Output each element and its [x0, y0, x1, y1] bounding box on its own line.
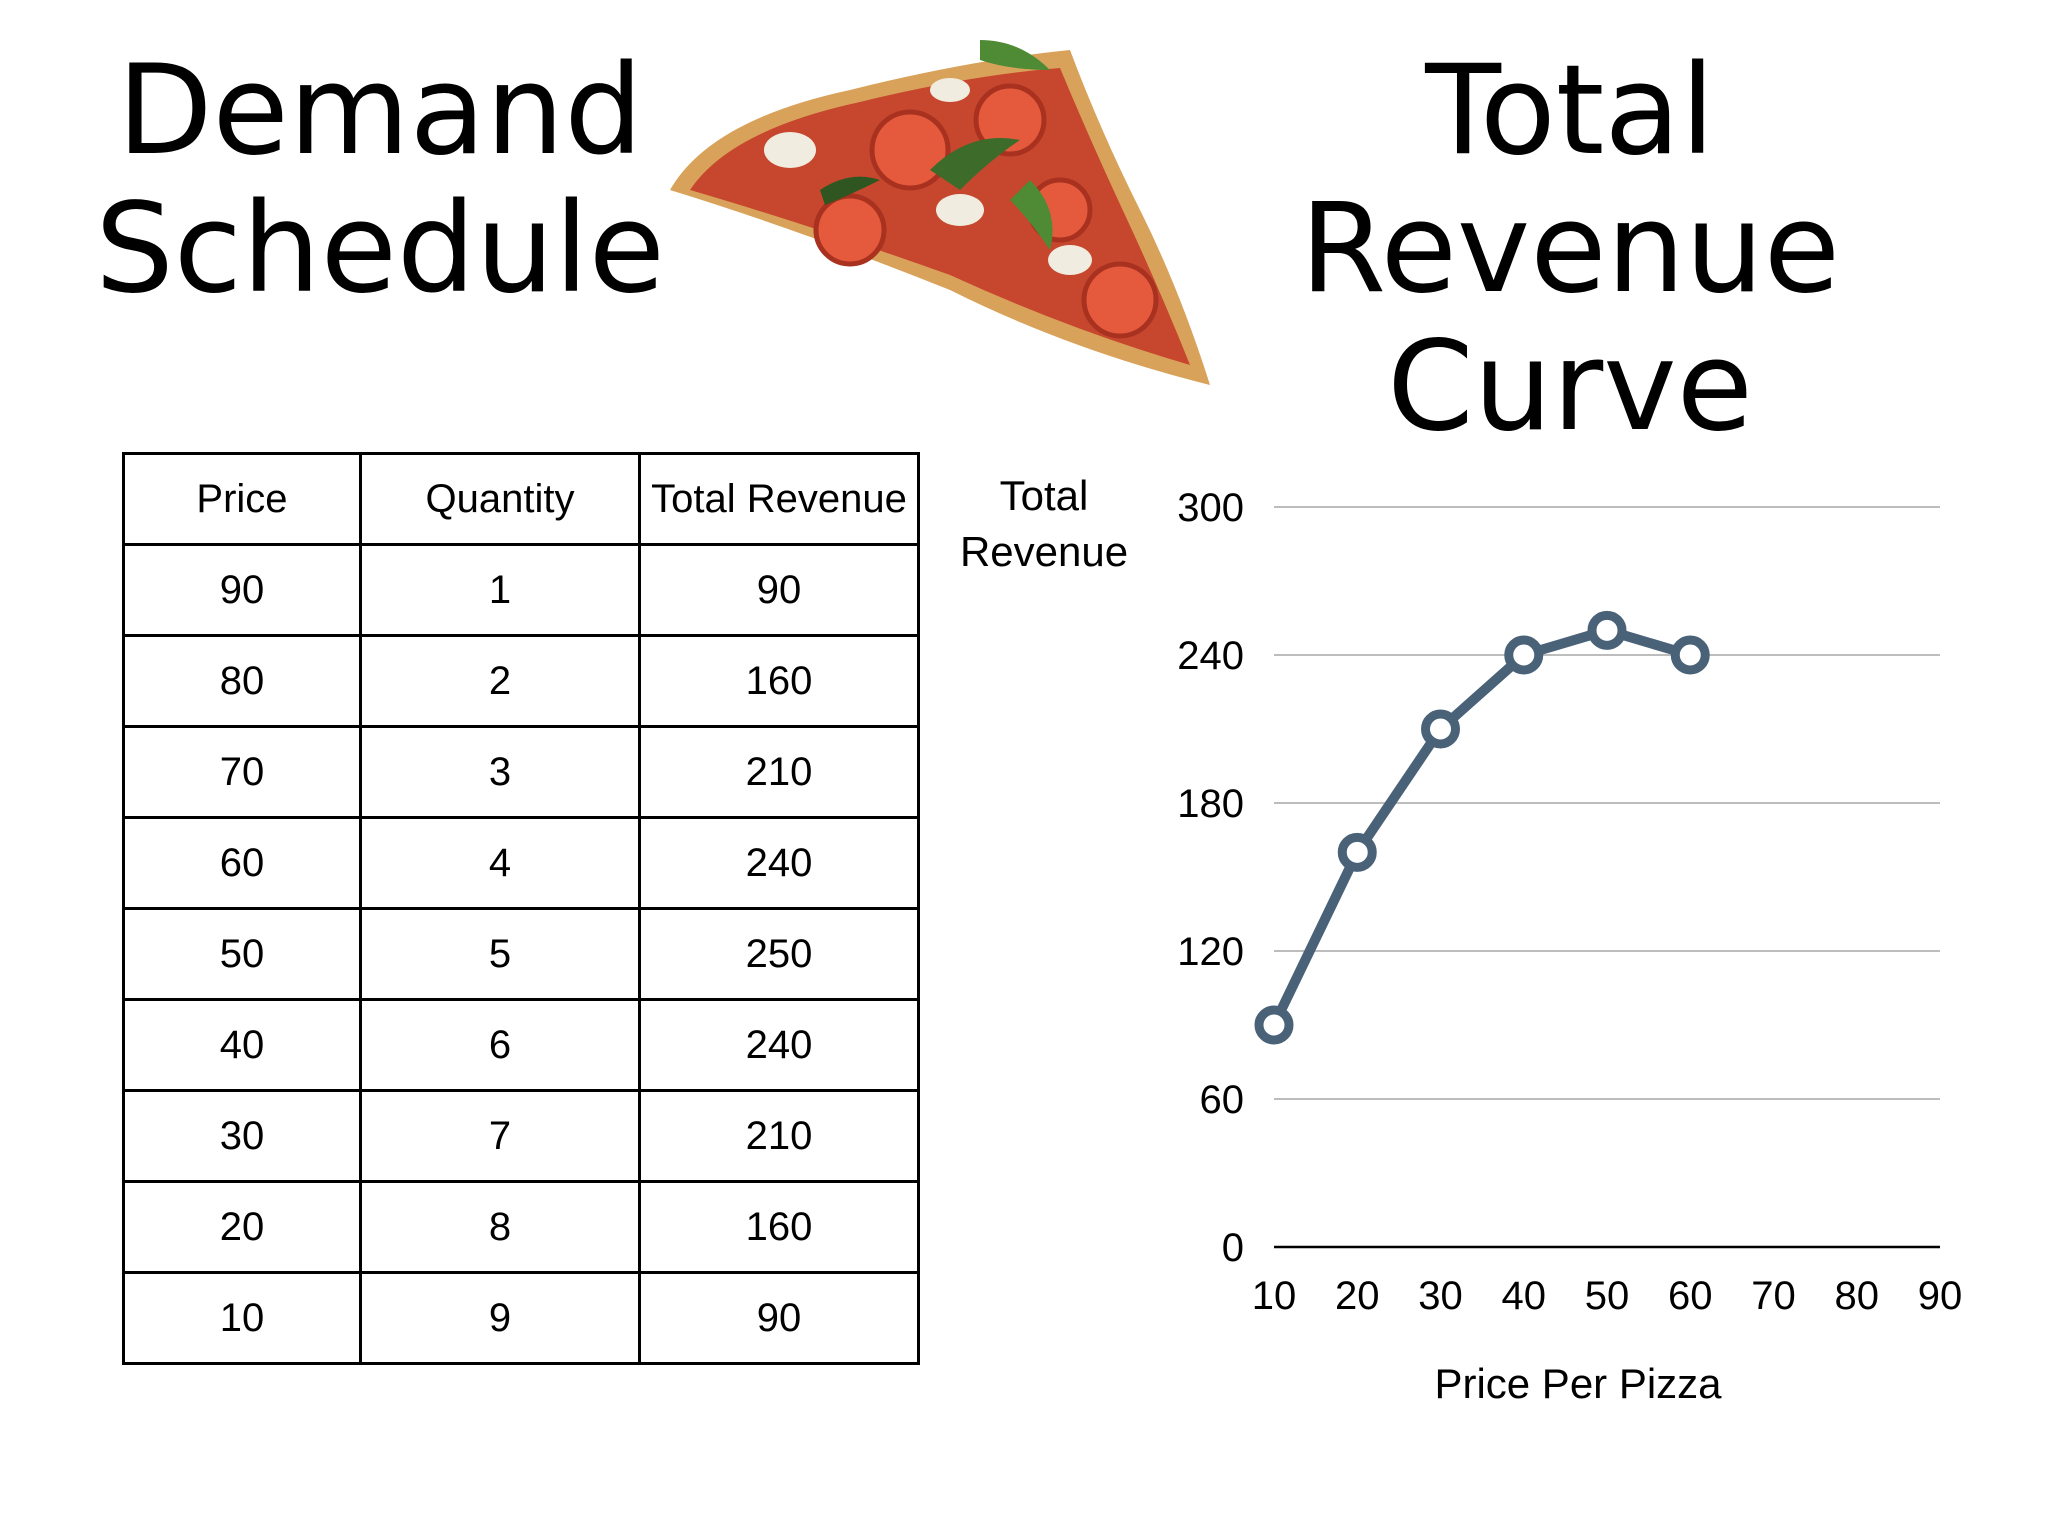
- revenue-series-points: [1254, 610, 1710, 1045]
- x-tick-label: 50: [1585, 1274, 1630, 1318]
- cell-quantity: 8: [359, 1180, 641, 1274]
- cell-quantity: 3: [359, 725, 641, 819]
- data-point: [1587, 610, 1627, 650]
- table-row: 90 1 90: [122, 543, 920, 637]
- cell-revenue: 210: [638, 725, 920, 819]
- table-row: 20 8 160: [122, 1180, 920, 1274]
- cell-revenue: 90: [638, 543, 920, 637]
- cell-price: 20: [122, 1180, 362, 1274]
- total-revenue-chart: Total Revenue 0 60 120 180 240 300 10 20 30 40 50…: [960, 472, 1963, 1407]
- x-axis-label: Price Per Pizza: [1434, 1360, 1722, 1407]
- title-right-line1: Total Revenue: [1299, 39, 1841, 321]
- data-point: [1504, 635, 1544, 675]
- cell-revenue: 160: [638, 1180, 920, 1274]
- x-tick-label: 80: [1835, 1274, 1880, 1318]
- y-axis-label-line2: Revenue: [960, 528, 1128, 575]
- y-tick-label: 300: [1177, 486, 1244, 530]
- grid-lines: [1274, 506, 1940, 1249]
- x-tick-label: 70: [1751, 1274, 1796, 1318]
- y-tick-label: 60: [1200, 1078, 1245, 1122]
- demand-schedule-title: Demand Schedule: [60, 42, 700, 318]
- x-tick-label: 10: [1252, 1274, 1297, 1318]
- y-tick-label: 180: [1177, 782, 1244, 826]
- cell-quantity: 5: [359, 907, 641, 1001]
- cell-price: 80: [122, 634, 362, 728]
- cell-price: 10: [122, 1271, 362, 1365]
- data-point: [1337, 832, 1377, 872]
- y-axis-label-line1: Total: [1000, 472, 1089, 519]
- cell-price: 90: [122, 543, 362, 637]
- cell-price: 30: [122, 1089, 362, 1183]
- cell-quantity: 1: [359, 543, 641, 637]
- table-row: 40 6 240: [122, 998, 920, 1092]
- revenue-curve-title: Total Revenue Curve: [1160, 42, 1980, 456]
- data-point: [1254, 1005, 1294, 1045]
- x-tick-label: 60: [1668, 1274, 1713, 1318]
- data-point: [1421, 709, 1460, 749]
- table-row: 80 2 160: [122, 634, 920, 728]
- cell-quantity: 6: [359, 998, 641, 1092]
- table-row: 50 5 250: [122, 907, 920, 1001]
- demand-schedule-table: Price Quantity Total Revenue 90 1 90 80 2 16…: [122, 452, 920, 1365]
- cell-revenue: 240: [638, 998, 920, 1092]
- table-row: 60 4 240: [122, 816, 920, 910]
- x-tick-label: 90: [1918, 1274, 1963, 1318]
- cell-quantity: 7: [359, 1089, 641, 1183]
- header-quantity: Quantity: [359, 452, 641, 546]
- pizza-slice-icon: [670, 40, 1210, 385]
- x-axis-ticks: 10 20 30 40 50 60 70 80 90: [1252, 1274, 1963, 1318]
- cell-quantity: 2: [359, 634, 641, 728]
- table-row: 10 9 90: [122, 1271, 920, 1365]
- cell-price: 70: [122, 725, 362, 819]
- table-header-row: Price Quantity Total Revenue: [122, 452, 920, 546]
- cell-revenue: 210: [638, 1089, 920, 1183]
- header-total-revenue: Total Revenue: [638, 452, 920, 546]
- revenue-series-line: [1269, 625, 1692, 1028]
- cell-revenue: 160: [638, 634, 920, 728]
- cell-price: 60: [122, 816, 362, 910]
- y-tick-label: 240: [1177, 634, 1244, 678]
- header-price: Price: [122, 452, 362, 546]
- cell-quantity: 9: [359, 1271, 641, 1365]
- cell-price: 40: [122, 998, 362, 1092]
- y-axis-ticks: 0 60 120 180 240 300: [1177, 486, 1244, 1270]
- y-tick-label: 120: [1177, 930, 1244, 974]
- cell-revenue: 240: [638, 816, 920, 910]
- title-left-line1: Demand: [117, 39, 643, 183]
- cell-revenue: 250: [638, 907, 920, 1001]
- table-row: 30 7 210: [122, 1089, 920, 1183]
- x-tick-label: 20: [1335, 1274, 1380, 1318]
- cell-revenue: 90: [638, 1271, 920, 1365]
- cell-price: 50: [122, 907, 362, 1001]
- table-row: 70 3 210: [122, 725, 920, 819]
- cell-quantity: 4: [359, 816, 641, 910]
- title-left-line2: Schedule: [95, 177, 665, 321]
- title-right-line2: Curve: [1387, 315, 1753, 459]
- x-tick-label: 40: [1502, 1274, 1547, 1318]
- x-tick-label: 30: [1418, 1274, 1463, 1318]
- y-tick-label: 0: [1222, 1226, 1244, 1270]
- data-point: [1670, 635, 1710, 675]
